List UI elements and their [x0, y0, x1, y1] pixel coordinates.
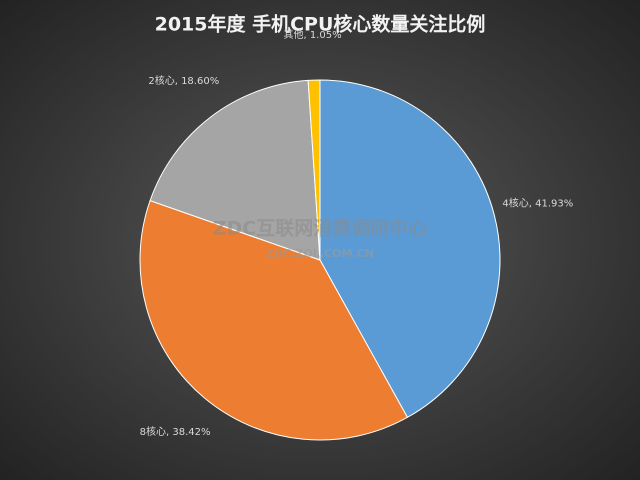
data-label: 其他, 1.05% [284, 28, 342, 41]
pie [139, 79, 501, 441]
chart-title: 2015年度 手机CPU核心数量关注比例 [155, 13, 486, 36]
data-label: 2核心, 18.60% [148, 74, 219, 87]
pie-slice [149, 79, 321, 261]
data-label: 8核心, 38.42% [140, 425, 211, 438]
pie-slice [139, 199, 409, 441]
pie-slice [319, 79, 501, 419]
data-label: 4核心, 41.93% [502, 197, 573, 210]
watermark-url: ZDC.ZOL.COM.CN [266, 247, 374, 260]
watermark: ZDC互联网消费调研中心 [213, 217, 428, 240]
pie-slice [307, 79, 321, 261]
